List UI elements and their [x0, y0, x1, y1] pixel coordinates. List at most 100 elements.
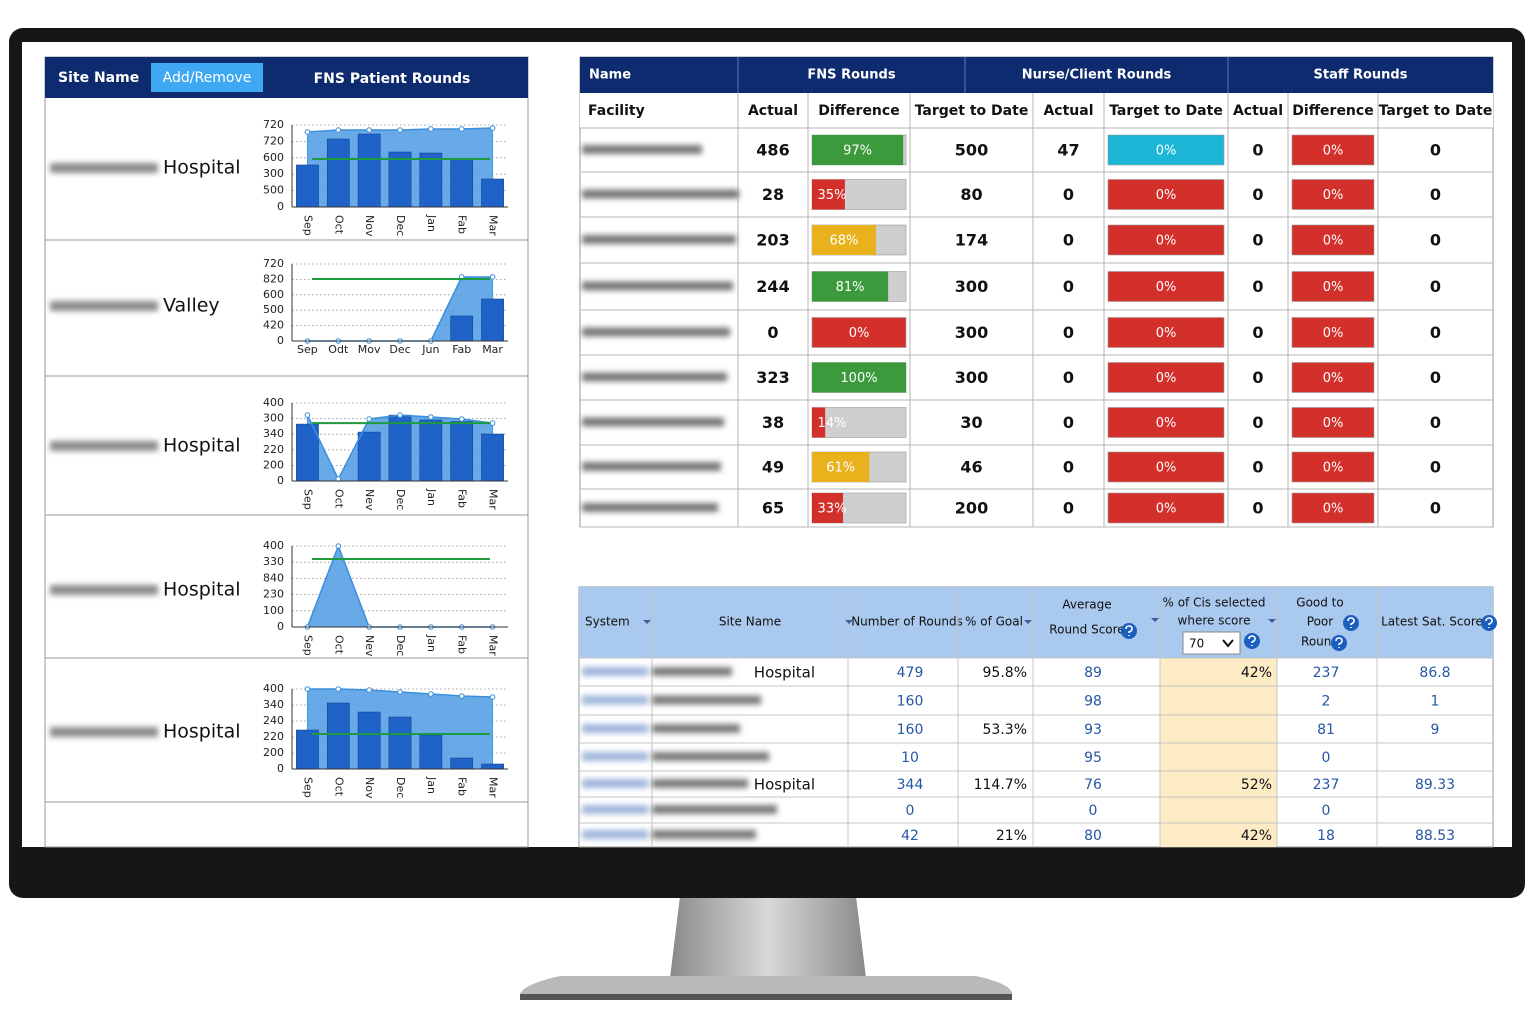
cell-value: 81: [1317, 722, 1335, 738]
y-tick-label: 340: [263, 698, 284, 711]
bar: [481, 178, 504, 208]
blurred-system: [582, 805, 648, 814]
area-point: [397, 689, 403, 695]
progress-fill: [812, 135, 904, 165]
cell-value: 76: [1084, 777, 1102, 793]
y-tick-label: 340: [263, 427, 284, 440]
help-icon: [1481, 615, 1497, 631]
stand-base-edge: [520, 994, 1012, 1000]
cell-value: 323: [756, 368, 789, 387]
area-point: [335, 127, 342, 133]
progress-label: 0%: [1156, 461, 1177, 476]
bar: [419, 419, 443, 482]
progress-track: [1107, 271, 1225, 302]
column-header: Round Score: [1049, 623, 1124, 637]
progress-fill: [812, 225, 876, 255]
progress-track: [1107, 451, 1225, 483]
y-tick-label: 400: [263, 539, 284, 552]
y-tick-label: 0: [277, 334, 284, 347]
site-label: Hospital: [163, 157, 241, 179]
progress-label: 0%: [1323, 371, 1344, 386]
area-point: [304, 412, 311, 418]
cell-value: 18: [1317, 828, 1335, 844]
bar: [450, 757, 474, 770]
cell-value: 89.33: [1415, 777, 1455, 793]
x-tick-label: Fab: [456, 777, 469, 796]
column-header: Actual: [1043, 103, 1093, 119]
progress-label: 100%: [840, 371, 877, 386]
area-point: [397, 127, 403, 133]
area-point: [489, 125, 496, 131]
progress-label: 0%: [1323, 280, 1344, 295]
group-header: Name: [589, 68, 631, 83]
cell-value: 344: [897, 777, 924, 793]
x-tick-label: Dec: [389, 343, 410, 356]
blurred-name: [50, 441, 158, 451]
cell-value: 0: [1252, 458, 1263, 477]
add-remove-button[interactable]: [151, 63, 263, 92]
progress-track: [1291, 362, 1375, 393]
bar: [357, 431, 381, 482]
cell-value: Hospital: [754, 776, 815, 794]
y-tick-label: 400: [263, 396, 284, 409]
area-point: [304, 129, 311, 135]
blurred-facility: [582, 372, 727, 382]
cell-value: 0: [1430, 323, 1441, 342]
progress-track: [1291, 492, 1375, 524]
progress-label: 0%: [1323, 188, 1344, 203]
cell-value: 0: [1430, 458, 1441, 477]
x-tick-label: Mov: [358, 343, 381, 356]
x-tick-label: Sep: [301, 489, 314, 510]
column-header: Good to: [1296, 596, 1343, 610]
help-glyph: [1248, 635, 1256, 646]
cell-value: 0: [1252, 368, 1263, 387]
progress-fill: [812, 407, 826, 438]
y-tick-label: 600: [263, 151, 284, 164]
progress-label: 0%: [1156, 280, 1177, 295]
threshold-select[interactable]: [1182, 631, 1241, 655]
blurred-facility: [582, 327, 730, 337]
column-header: Actual: [748, 103, 798, 119]
cell-value: 237: [1313, 665, 1340, 681]
stand-neck: [670, 896, 866, 978]
bar: [296, 164, 319, 208]
x-tick-label: Nev: [363, 489, 376, 511]
cell-value: 93: [1084, 722, 1102, 738]
y-tick-label: 500: [263, 184, 284, 197]
threshold-value[interactable]: 70: [1189, 637, 1204, 651]
area-point: [397, 412, 403, 418]
highlight-column: [1160, 658, 1277, 847]
cell-value: 486: [756, 141, 789, 160]
cell-value: 0: [1252, 323, 1263, 342]
x-tick-label: Oct: [332, 489, 345, 509]
x-tick-label: Nov: [363, 215, 376, 237]
group-header: FNS Rounds: [807, 68, 895, 83]
cell-value: 500: [955, 141, 988, 160]
site-label: Valley: [163, 295, 220, 317]
x-tick-label: Fab: [456, 635, 469, 654]
panel-title: FNS Patient Rounds: [314, 71, 471, 87]
cell-value: 0: [1063, 413, 1074, 432]
column-header: % of Cis selected: [1162, 596, 1265, 610]
y-tick-label: 720: [263, 257, 284, 270]
sort-arrow: [1024, 620, 1032, 624]
cell-value: 0: [1430, 413, 1441, 432]
blurred-facility: [582, 281, 733, 291]
progress-label: 0%: [1156, 188, 1177, 203]
x-tick-label: Dec: [394, 777, 407, 798]
cell-value: 88.53: [1415, 828, 1455, 844]
cell-value: 46: [960, 458, 982, 477]
add-remove-label[interactable]: Add/Remove: [163, 70, 252, 86]
sort-arrow: [643, 620, 651, 624]
progress-label: 14%: [818, 416, 847, 431]
area-point: [489, 694, 496, 700]
blurred-system: [582, 695, 648, 705]
progress-track: [1291, 407, 1375, 438]
bar: [388, 414, 412, 482]
y-tick-label: 820: [263, 272, 284, 285]
x-tick-label: Oct: [332, 215, 345, 235]
cell-value: 52%: [1241, 777, 1272, 793]
bar: [419, 734, 443, 770]
cell-value: 0: [1063, 231, 1074, 250]
progress-fill: [812, 493, 844, 523]
